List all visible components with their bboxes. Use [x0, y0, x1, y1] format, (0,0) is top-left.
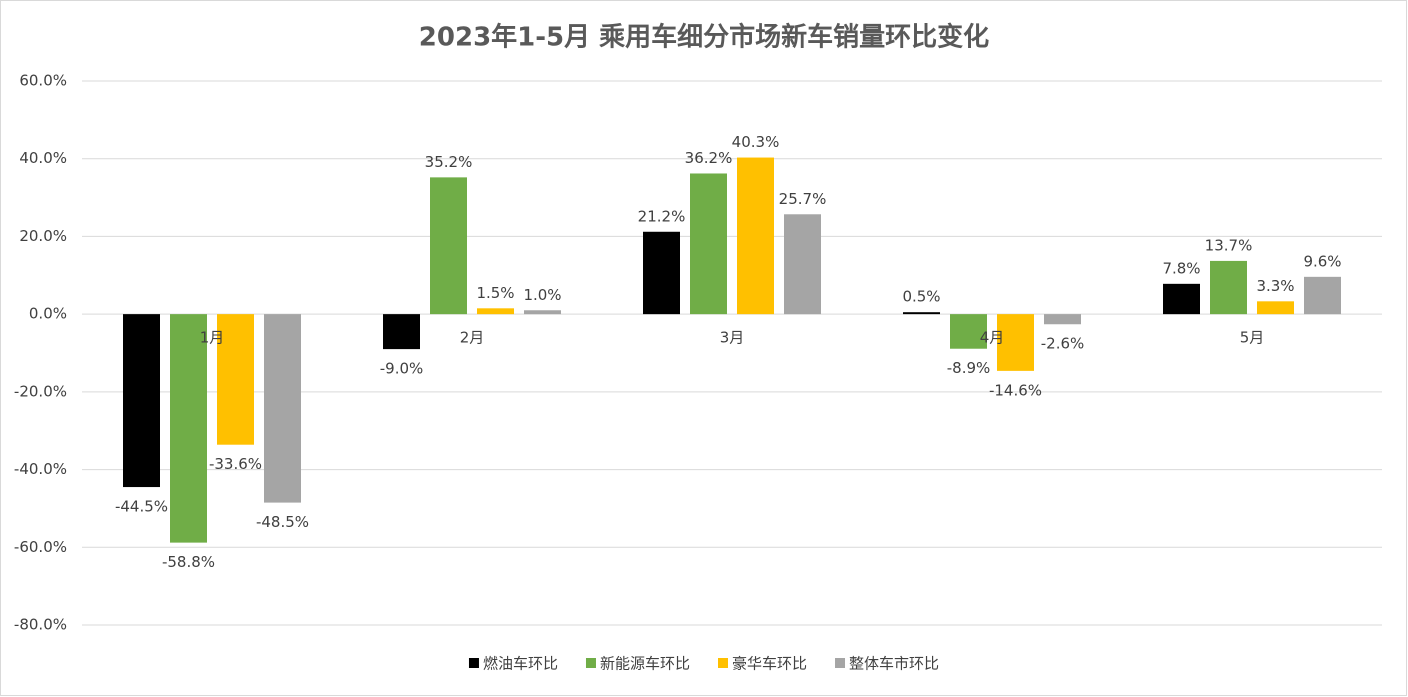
bar [1044, 314, 1081, 325]
x-tick-label: 4月 [980, 329, 1005, 347]
bar [170, 314, 207, 543]
bar [997, 314, 1034, 371]
data-label: 35.2% [425, 153, 473, 171]
data-label: 25.7% [779, 190, 827, 208]
data-label: 9.6% [1303, 252, 1341, 270]
data-label: 36.2% [685, 149, 733, 167]
data-label: -44.5% [115, 498, 168, 516]
y-tick-label: -60.0% [14, 538, 67, 556]
data-label: -58.8% [162, 553, 215, 571]
bar [950, 314, 987, 349]
data-label: 1.0% [523, 286, 561, 304]
bar [690, 173, 727, 315]
y-tick-label: 40.0% [19, 149, 67, 167]
data-label: 21.2% [638, 207, 686, 225]
bar [903, 312, 940, 315]
bar [784, 214, 821, 315]
legend-label: 新能源车环比 [600, 655, 690, 673]
y-tick-label: 0.0% [29, 305, 67, 323]
data-label: -33.6% [209, 455, 262, 473]
data-label: 1.5% [476, 284, 514, 302]
bar [217, 314, 254, 445]
y-tick-label: -40.0% [14, 460, 67, 478]
x-tick-label: 1月 [200, 329, 225, 347]
bar [1210, 260, 1247, 315]
data-label: -9.0% [380, 360, 424, 378]
y-tick-label: -80.0% [14, 616, 67, 634]
data-label: -14.6% [989, 381, 1042, 399]
data-label: 13.7% [1205, 236, 1253, 254]
x-tick-label: 5月 [1240, 329, 1265, 347]
bar [737, 157, 774, 315]
legend-label: 整体车市环比 [849, 655, 939, 673]
bar [1163, 283, 1200, 315]
chart-title: 2023年1-5月 乘用车细分市场新车销量环比变化 [419, 22, 989, 53]
legend-marker [468, 658, 479, 668]
y-tick-label: 20.0% [19, 227, 67, 245]
legend-label: 豪华车环比 [732, 655, 807, 673]
bar [524, 310, 561, 315]
data-label: -8.9% [947, 359, 991, 377]
legend-marker [585, 658, 596, 668]
data-label: 0.5% [902, 288, 940, 306]
y-tick-label: 60.0% [19, 72, 67, 90]
bar [643, 231, 680, 315]
data-label: 7.8% [1162, 259, 1200, 277]
bar [477, 308, 514, 315]
x-tick-label: 2月 [460, 329, 485, 347]
x-tick-label: 3月 [720, 329, 745, 347]
legend-marker [835, 658, 846, 668]
legend-marker [718, 658, 728, 668]
bar [1257, 301, 1294, 315]
bar [1304, 276, 1341, 315]
legend-label: 燃油车环比 [483, 655, 558, 673]
data-label: 40.3% [732, 133, 780, 151]
bar [383, 314, 420, 350]
bar [264, 314, 301, 503]
data-label: -2.6% [1041, 335, 1085, 353]
bar [123, 314, 160, 488]
data-label: 3.3% [1256, 277, 1294, 295]
y-tick-label: -20.0% [14, 382, 67, 400]
data-label: -48.5% [256, 513, 309, 531]
bar [430, 177, 467, 315]
